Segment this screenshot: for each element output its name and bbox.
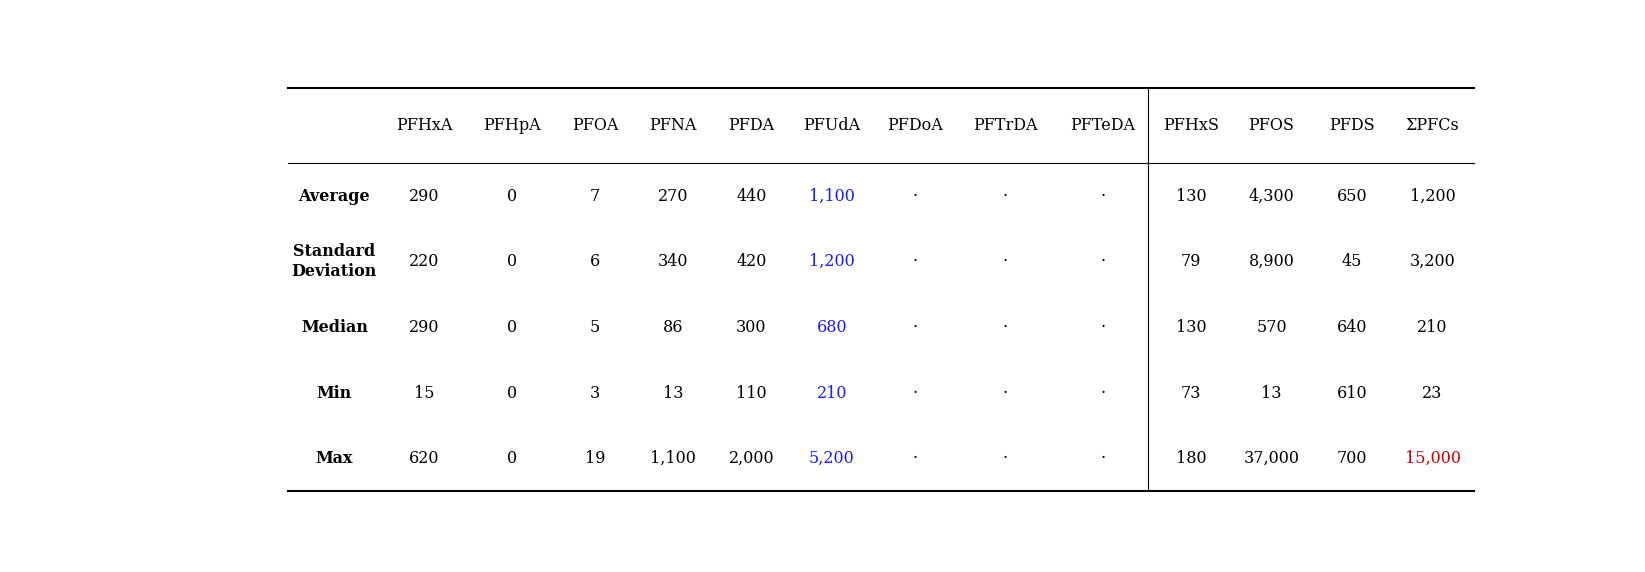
Text: 6: 6 [591,253,600,271]
Text: PFUdA: PFUdA [803,117,860,134]
Text: 3,200: 3,200 [1410,253,1456,271]
Text: Median: Median [301,319,368,336]
Text: 1,200: 1,200 [1410,188,1456,205]
Text: 5,200: 5,200 [809,450,855,467]
Text: Min: Min [317,384,352,402]
Text: Standard
Deviation: Standard Deviation [291,244,377,280]
Text: PFHpA: PFHpA [484,117,541,134]
Text: 680: 680 [816,319,847,336]
Text: 610: 610 [1337,384,1367,402]
Text: 1,200: 1,200 [809,253,855,271]
Text: 290: 290 [410,188,439,205]
Text: ·: · [1003,319,1008,336]
Text: 15: 15 [415,384,434,402]
Text: ·: · [913,188,918,205]
Text: 13: 13 [663,384,684,402]
Text: 19: 19 [586,450,605,467]
Text: ·: · [1003,253,1008,271]
Text: 340: 340 [658,253,689,271]
Text: ·: · [1101,384,1105,402]
Text: 290: 290 [410,319,439,336]
Text: 620: 620 [410,450,439,467]
Text: 0: 0 [507,319,517,336]
Text: 130: 130 [1176,319,1206,336]
Text: 570: 570 [1257,319,1286,336]
Text: 210: 210 [816,384,847,402]
Text: 130: 130 [1176,188,1206,205]
Text: ·: · [1101,450,1105,467]
Text: 110: 110 [735,384,767,402]
Text: ·: · [1003,384,1008,402]
Text: 420: 420 [737,253,767,271]
Text: 0: 0 [507,253,517,271]
Text: PFDoA: PFDoA [887,117,943,134]
Text: 220: 220 [410,253,439,271]
Text: ·: · [913,319,918,336]
Text: ·: · [1003,188,1008,205]
Text: PFOA: PFOA [572,117,619,134]
Text: 79: 79 [1181,253,1201,271]
Text: PFTrDA: PFTrDA [974,117,1038,134]
Text: 4,300: 4,300 [1249,188,1295,205]
Text: 210: 210 [1418,319,1448,336]
Text: PFOS: PFOS [1249,117,1295,134]
Text: PFTeDA: PFTeDA [1071,117,1135,134]
Text: 270: 270 [658,188,689,205]
Text: 3: 3 [591,384,600,402]
Text: PFNA: PFNA [650,117,697,134]
Text: 45: 45 [1342,253,1362,271]
Text: 73: 73 [1181,384,1201,402]
Text: ·: · [1101,253,1105,271]
Text: ·: · [913,450,918,467]
Text: Average: Average [299,188,370,205]
Text: 13: 13 [1262,384,1281,402]
Text: PFHxS: PFHxS [1163,117,1219,134]
Text: 37,000: 37,000 [1244,450,1300,467]
Text: 640: 640 [1337,319,1367,336]
Text: 2,000: 2,000 [729,450,775,467]
Text: ·: · [1003,450,1008,467]
Text: PFDS: PFDS [1329,117,1375,134]
Text: PFDA: PFDA [729,117,775,134]
Text: 86: 86 [663,319,684,336]
Text: ΣPFCs: ΣPFCs [1406,117,1459,134]
Text: 0: 0 [507,188,517,205]
Text: 1,100: 1,100 [650,450,696,467]
Text: Max: Max [316,450,354,467]
Text: 180: 180 [1176,450,1206,467]
Text: ·: · [1101,188,1105,205]
Text: ·: · [1101,319,1105,336]
Text: 23: 23 [1423,384,1443,402]
Text: 650: 650 [1337,188,1367,205]
Text: 1,100: 1,100 [809,188,855,205]
Text: 700: 700 [1337,450,1367,467]
Text: 0: 0 [507,450,517,467]
Text: 7: 7 [591,188,600,205]
Text: 0: 0 [507,384,517,402]
Text: 300: 300 [737,319,767,336]
Text: 15,000: 15,000 [1405,450,1461,467]
Text: 8,900: 8,900 [1249,253,1295,271]
Text: ·: · [913,384,918,402]
Text: ·: · [913,253,918,271]
Text: 5: 5 [591,319,600,336]
Text: 440: 440 [737,188,767,205]
Text: PFHxA: PFHxA [396,117,452,134]
